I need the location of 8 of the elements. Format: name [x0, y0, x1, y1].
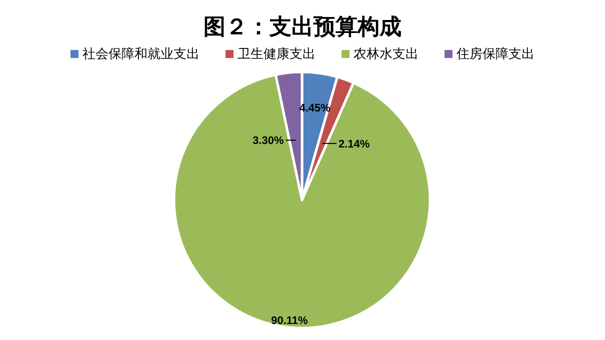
legend-label: 社会保障和就业支出 — [82, 46, 200, 61]
legend-label: 住房保障支出 — [456, 46, 534, 61]
legend-label: 农林水支出 — [354, 46, 418, 61]
chart-title: 图２：支出预算构成 — [204, 14, 402, 39]
legend-label: 卫生健康支出 — [238, 46, 316, 61]
data-label: 3.30% — [252, 135, 284, 148]
data-label: 90.11% — [271, 314, 308, 327]
data-label: 2.14% — [338, 138, 370, 150]
